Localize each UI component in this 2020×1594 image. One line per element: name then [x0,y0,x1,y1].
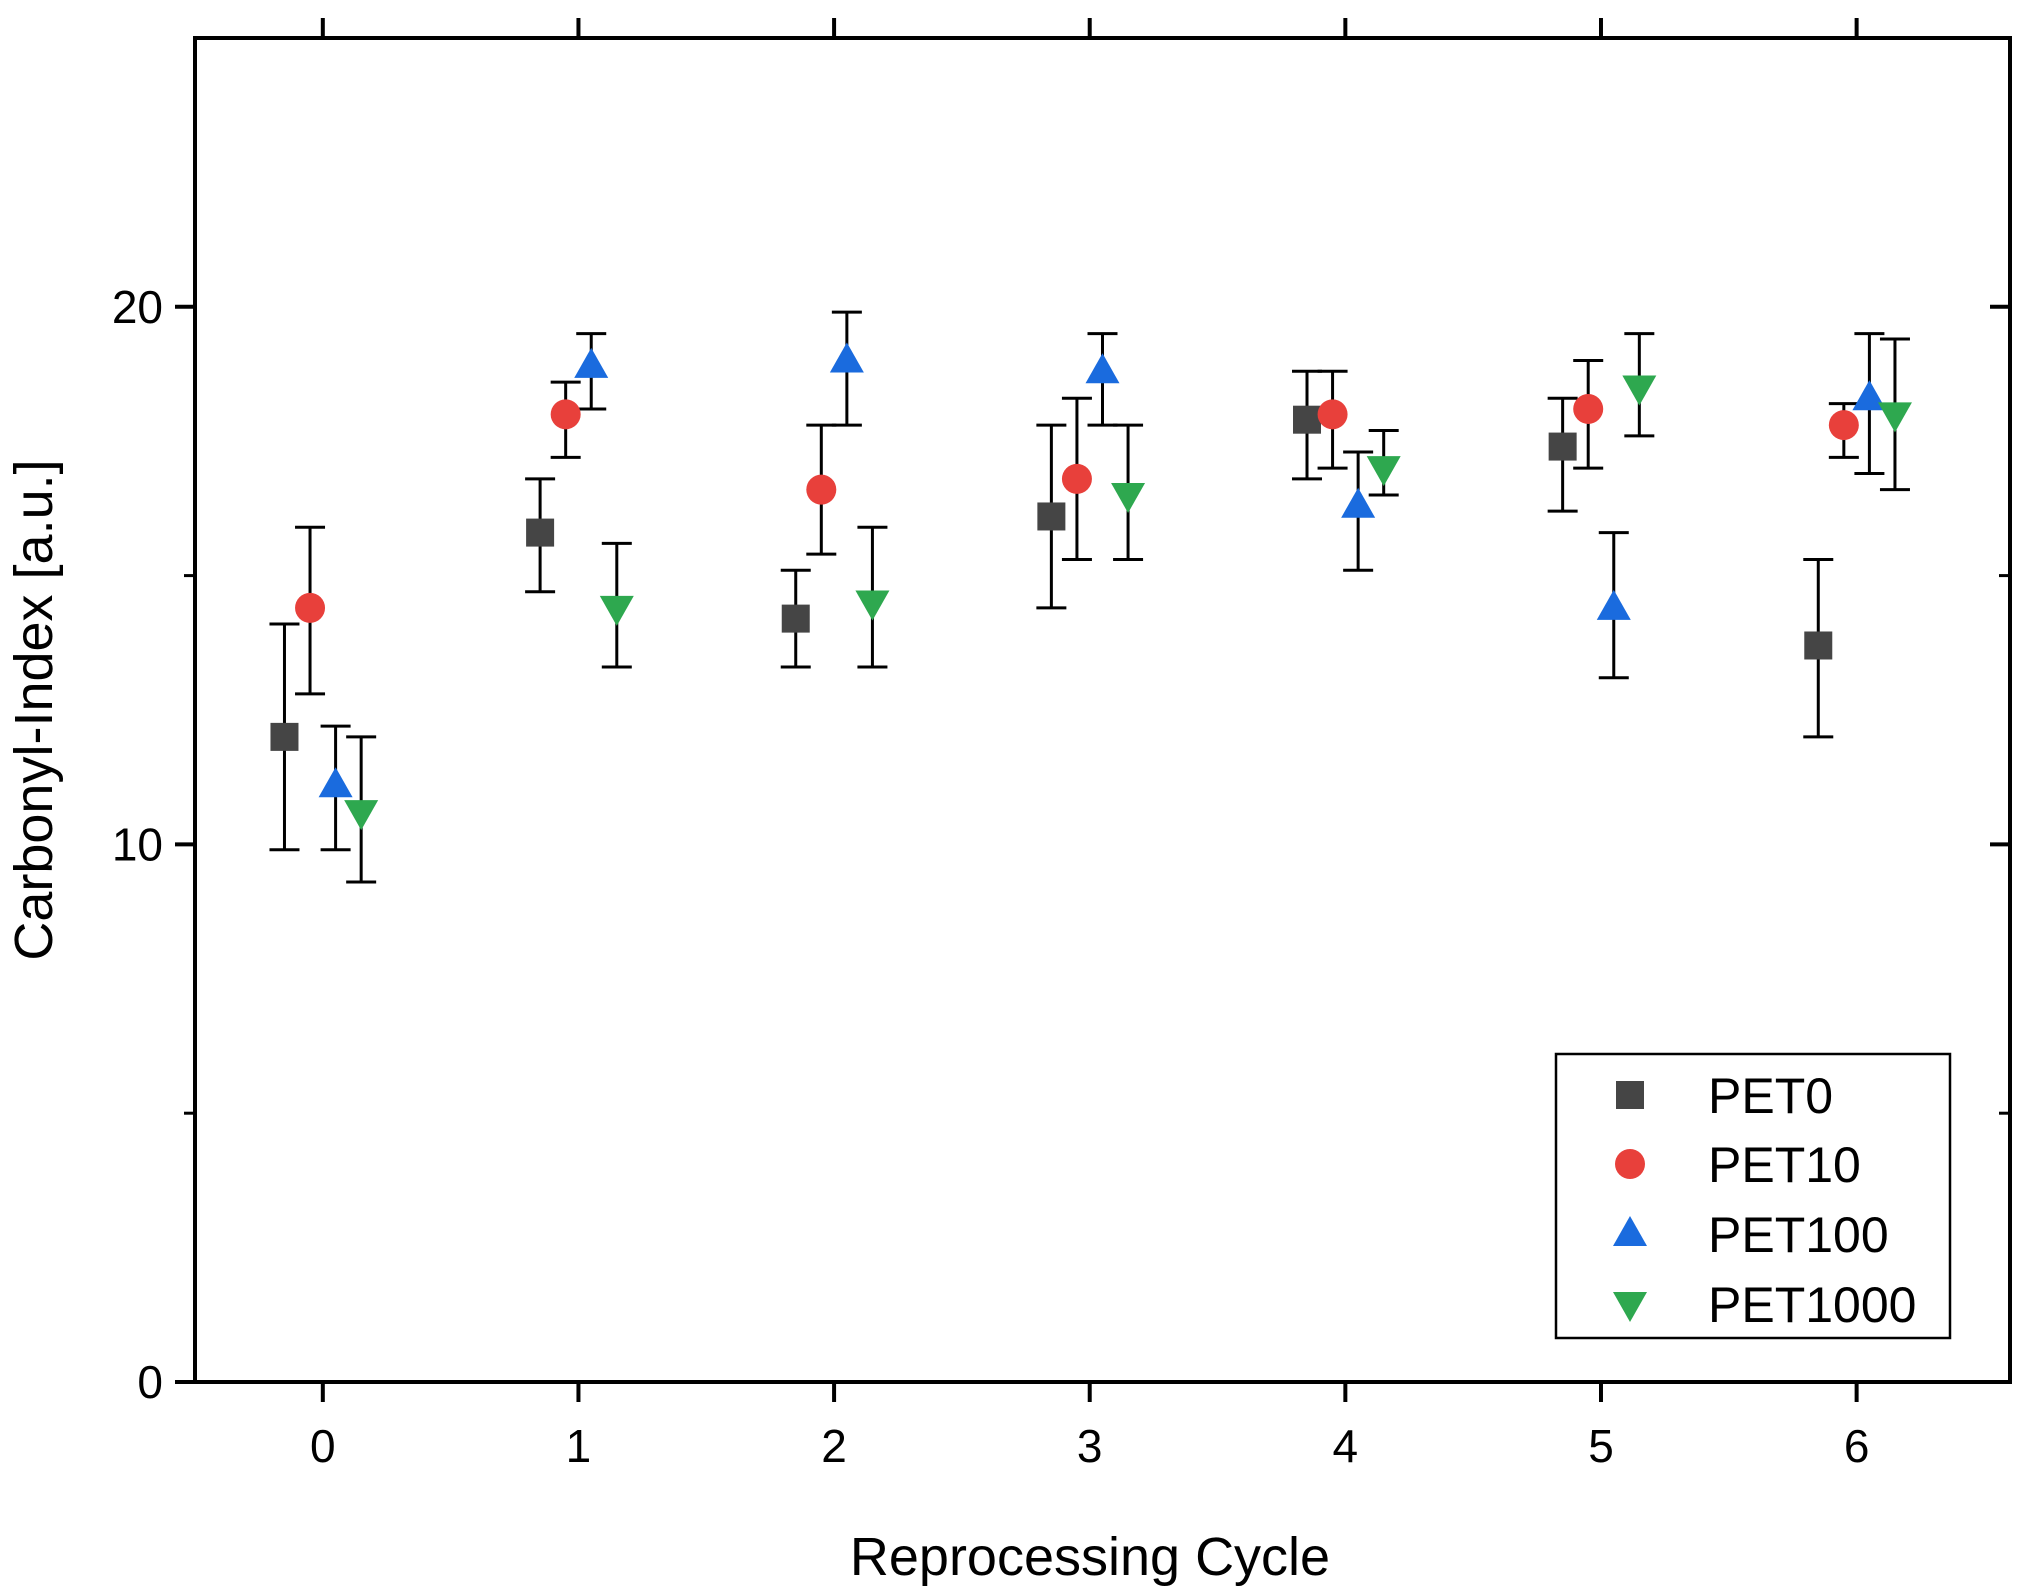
marker-pet10 [550,399,581,430]
data-markers [270,342,1912,831]
axis-ticks: 0 1 2 3 4 5 6 0 10 20 [112,18,2010,1472]
marker-pet100 [1341,487,1376,518]
marker-pet1000 [344,800,379,831]
marker-pet1000 [1366,456,1401,487]
legend-label: PET100 [1708,1207,1889,1263]
legend-marker-pet100 [1613,1216,1647,1246]
marker-pet100 [574,347,609,378]
marker-pet0 [1804,631,1833,660]
plot-frame [193,36,2012,1384]
legend-label: PET1000 [1708,1277,1916,1333]
marker-pet100 [318,767,353,798]
legend-label: PET0 [1708,1068,1833,1124]
marker-pet10 [295,592,326,623]
x-tick-label: 5 [1588,1420,1614,1472]
marker-pet1000 [855,590,890,621]
marker-pet1000 [1622,375,1657,406]
marker-pet0 [1548,432,1577,461]
x-tick-label: 4 [1333,1420,1359,1472]
legend-marker-pet10 [1615,1149,1645,1179]
marker-pet1000 [599,595,634,626]
marker-pet10 [1573,393,1604,424]
marker-pet1000 [1111,482,1146,513]
marker-pet100 [1596,589,1631,620]
legend-marker-pet0 [1616,1081,1644,1109]
marker-pet100 [1852,380,1887,411]
marker-pet10 [1061,463,1092,494]
x-tick-label: 6 [1844,1420,1870,1472]
y-axis-title: Carbonyl-Index [a.u.] [4,459,64,960]
error-bars [269,310,1910,884]
marker-pet1000 [1877,402,1912,433]
marker-pet0 [526,518,555,547]
y-tick-label: 0 [137,1356,163,1408]
marker-pet0 [1293,405,1322,434]
marker-pet100 [829,342,864,373]
legend-label: PET10 [1708,1137,1861,1193]
marker-pet100 [1085,353,1120,384]
marker-pet0 [781,604,810,633]
y-tick-label: 20 [112,281,163,333]
x-tick-label: 2 [821,1420,847,1472]
x-tick-label: 0 [310,1420,336,1472]
x-tick-label: 3 [1077,1420,1103,1472]
x-axis-title: Reprocessing Cycle [850,1527,1330,1587]
y-tick-label: 10 [112,818,163,870]
marker-pet10 [1317,399,1348,430]
legend: PET0 PET10 PET100 PET1000 [1554,1052,1952,1340]
marker-pet10 [806,474,837,505]
marker-pet10 [1828,410,1859,441]
marker-pet0 [1037,502,1066,531]
marker-pet0 [270,722,299,751]
legend-marker-pet1000 [1613,1292,1647,1322]
x-tick-label: 1 [566,1420,592,1472]
